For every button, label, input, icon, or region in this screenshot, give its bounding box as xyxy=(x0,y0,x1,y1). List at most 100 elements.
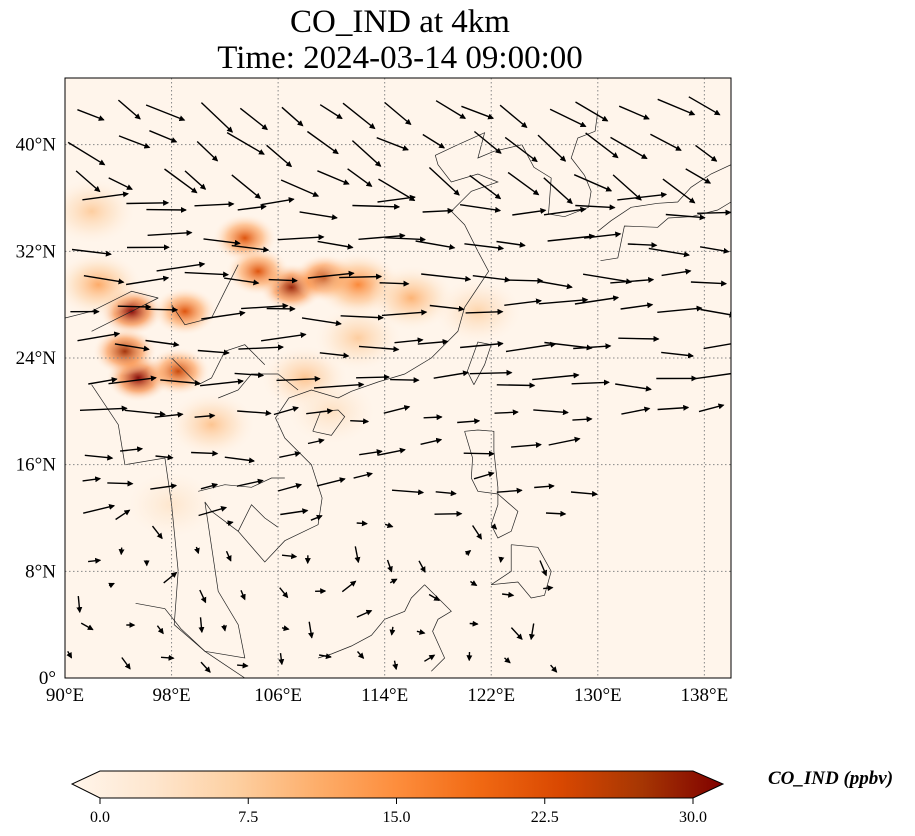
wind-arrow xyxy=(534,483,555,490)
wind-arrow xyxy=(200,102,234,133)
wind-arrow xyxy=(88,557,102,564)
wind-arrow xyxy=(435,490,457,497)
wind-arrow xyxy=(278,653,285,666)
wind-arrow xyxy=(156,625,164,635)
wind-arrow xyxy=(423,414,443,421)
wind-arrow xyxy=(472,525,482,540)
wind-arrow xyxy=(390,377,420,384)
wind-arrow xyxy=(66,650,73,659)
wind-arrow xyxy=(196,140,219,162)
coastline xyxy=(600,201,731,262)
wind-arrow xyxy=(548,436,581,446)
wind-arrow xyxy=(307,438,325,445)
wind-arrow xyxy=(273,406,299,416)
wind-arrow xyxy=(145,104,186,122)
wind-arrow xyxy=(318,653,332,660)
longitude-ticks: 90°E 98°E 106°E 114°E 122°E 130°E 138°E xyxy=(46,685,728,706)
coastline xyxy=(464,429,519,539)
wind-arrow xyxy=(121,657,131,670)
wind-arrow xyxy=(75,170,101,193)
wind-arrow xyxy=(469,174,502,200)
wind-arrow xyxy=(384,101,412,126)
wind-arrow xyxy=(231,174,262,199)
wind-arrow xyxy=(572,416,593,423)
wind-arrow xyxy=(146,306,179,313)
concentration-hotspot xyxy=(146,347,211,396)
concentration-hotspot xyxy=(152,287,217,336)
coastline xyxy=(91,132,522,659)
wind-arrow xyxy=(648,247,690,258)
wind-arrow xyxy=(510,627,523,640)
wind-arrow xyxy=(117,303,152,310)
wind-arrow xyxy=(504,298,542,306)
wind-arrow xyxy=(307,270,355,279)
wind-arrow xyxy=(268,277,298,284)
wind-arrow xyxy=(377,447,406,456)
wind-arrow xyxy=(194,201,235,208)
map-frame xyxy=(64,77,732,679)
wind-arrow xyxy=(435,100,467,119)
wind-arrow xyxy=(512,208,547,216)
wind-arrow xyxy=(114,343,150,352)
wind-arrow xyxy=(240,590,246,601)
wind-arrow xyxy=(417,338,449,345)
wind-arrow xyxy=(615,383,652,392)
wind-arrow xyxy=(389,626,396,636)
wind-arrow xyxy=(460,340,504,349)
wind-arrow xyxy=(145,339,180,348)
wind-arrow xyxy=(418,560,426,573)
colorbar-tick-label: 22.5 xyxy=(531,809,559,826)
wind-arrow xyxy=(231,244,270,253)
colorbar-ticks: 0.0 7.5 15.0 22.5 30.0 xyxy=(90,798,707,826)
wind-arrow xyxy=(496,382,536,389)
wind-arrow xyxy=(194,412,216,419)
wind-arrow xyxy=(421,273,472,282)
wind-arrow xyxy=(118,547,125,556)
wind-arrow xyxy=(82,191,129,201)
wind-arrow xyxy=(384,522,394,529)
wind-arrow xyxy=(539,280,573,290)
wind-arrow xyxy=(306,130,339,155)
wind-arrow xyxy=(434,510,463,517)
wind-arrow xyxy=(499,104,528,129)
wind-arrow xyxy=(465,308,504,315)
wind-arrow xyxy=(502,591,515,598)
wind-arrow xyxy=(279,451,301,458)
wind-arrow xyxy=(308,621,314,639)
wind-arrow xyxy=(416,629,426,635)
wind-arrow xyxy=(356,374,390,381)
wind-arrow xyxy=(147,229,193,236)
wind-arrow xyxy=(376,137,409,151)
wind-arrow xyxy=(239,107,268,131)
wind-arrow xyxy=(126,199,170,206)
wind-arrow xyxy=(184,271,230,278)
wind-arrow xyxy=(339,273,383,280)
wind-arrow xyxy=(464,549,472,557)
colorbar-tick-label: 15.0 xyxy=(383,809,411,826)
wind-arrow xyxy=(381,309,428,317)
wind-arrow xyxy=(200,482,219,490)
wind-arrow xyxy=(319,104,343,120)
wind-arrow xyxy=(424,654,436,662)
wind-arrow xyxy=(379,280,410,287)
wind-arrow xyxy=(657,98,696,116)
coastline xyxy=(597,164,731,232)
wind-arrow xyxy=(621,406,651,415)
wind-arrow xyxy=(84,454,114,461)
wind-arrow xyxy=(661,268,692,277)
wind-arrow xyxy=(238,344,284,351)
wind-arrow xyxy=(237,410,272,417)
concentration-hotspot xyxy=(92,327,157,376)
wind-arrow xyxy=(201,310,246,320)
concentration-hotspot xyxy=(368,266,454,330)
wind-arrow xyxy=(299,211,338,221)
wind-arrow xyxy=(120,446,144,453)
wind-arrow xyxy=(199,589,207,604)
concentration-hotspot xyxy=(65,179,135,244)
wind-arrow xyxy=(533,409,569,416)
wind-arrow xyxy=(473,471,495,480)
wind-arrow xyxy=(700,308,731,318)
concentration-hotspot xyxy=(226,247,291,296)
wind-arrow xyxy=(703,343,731,350)
wind-arrow xyxy=(494,409,519,416)
